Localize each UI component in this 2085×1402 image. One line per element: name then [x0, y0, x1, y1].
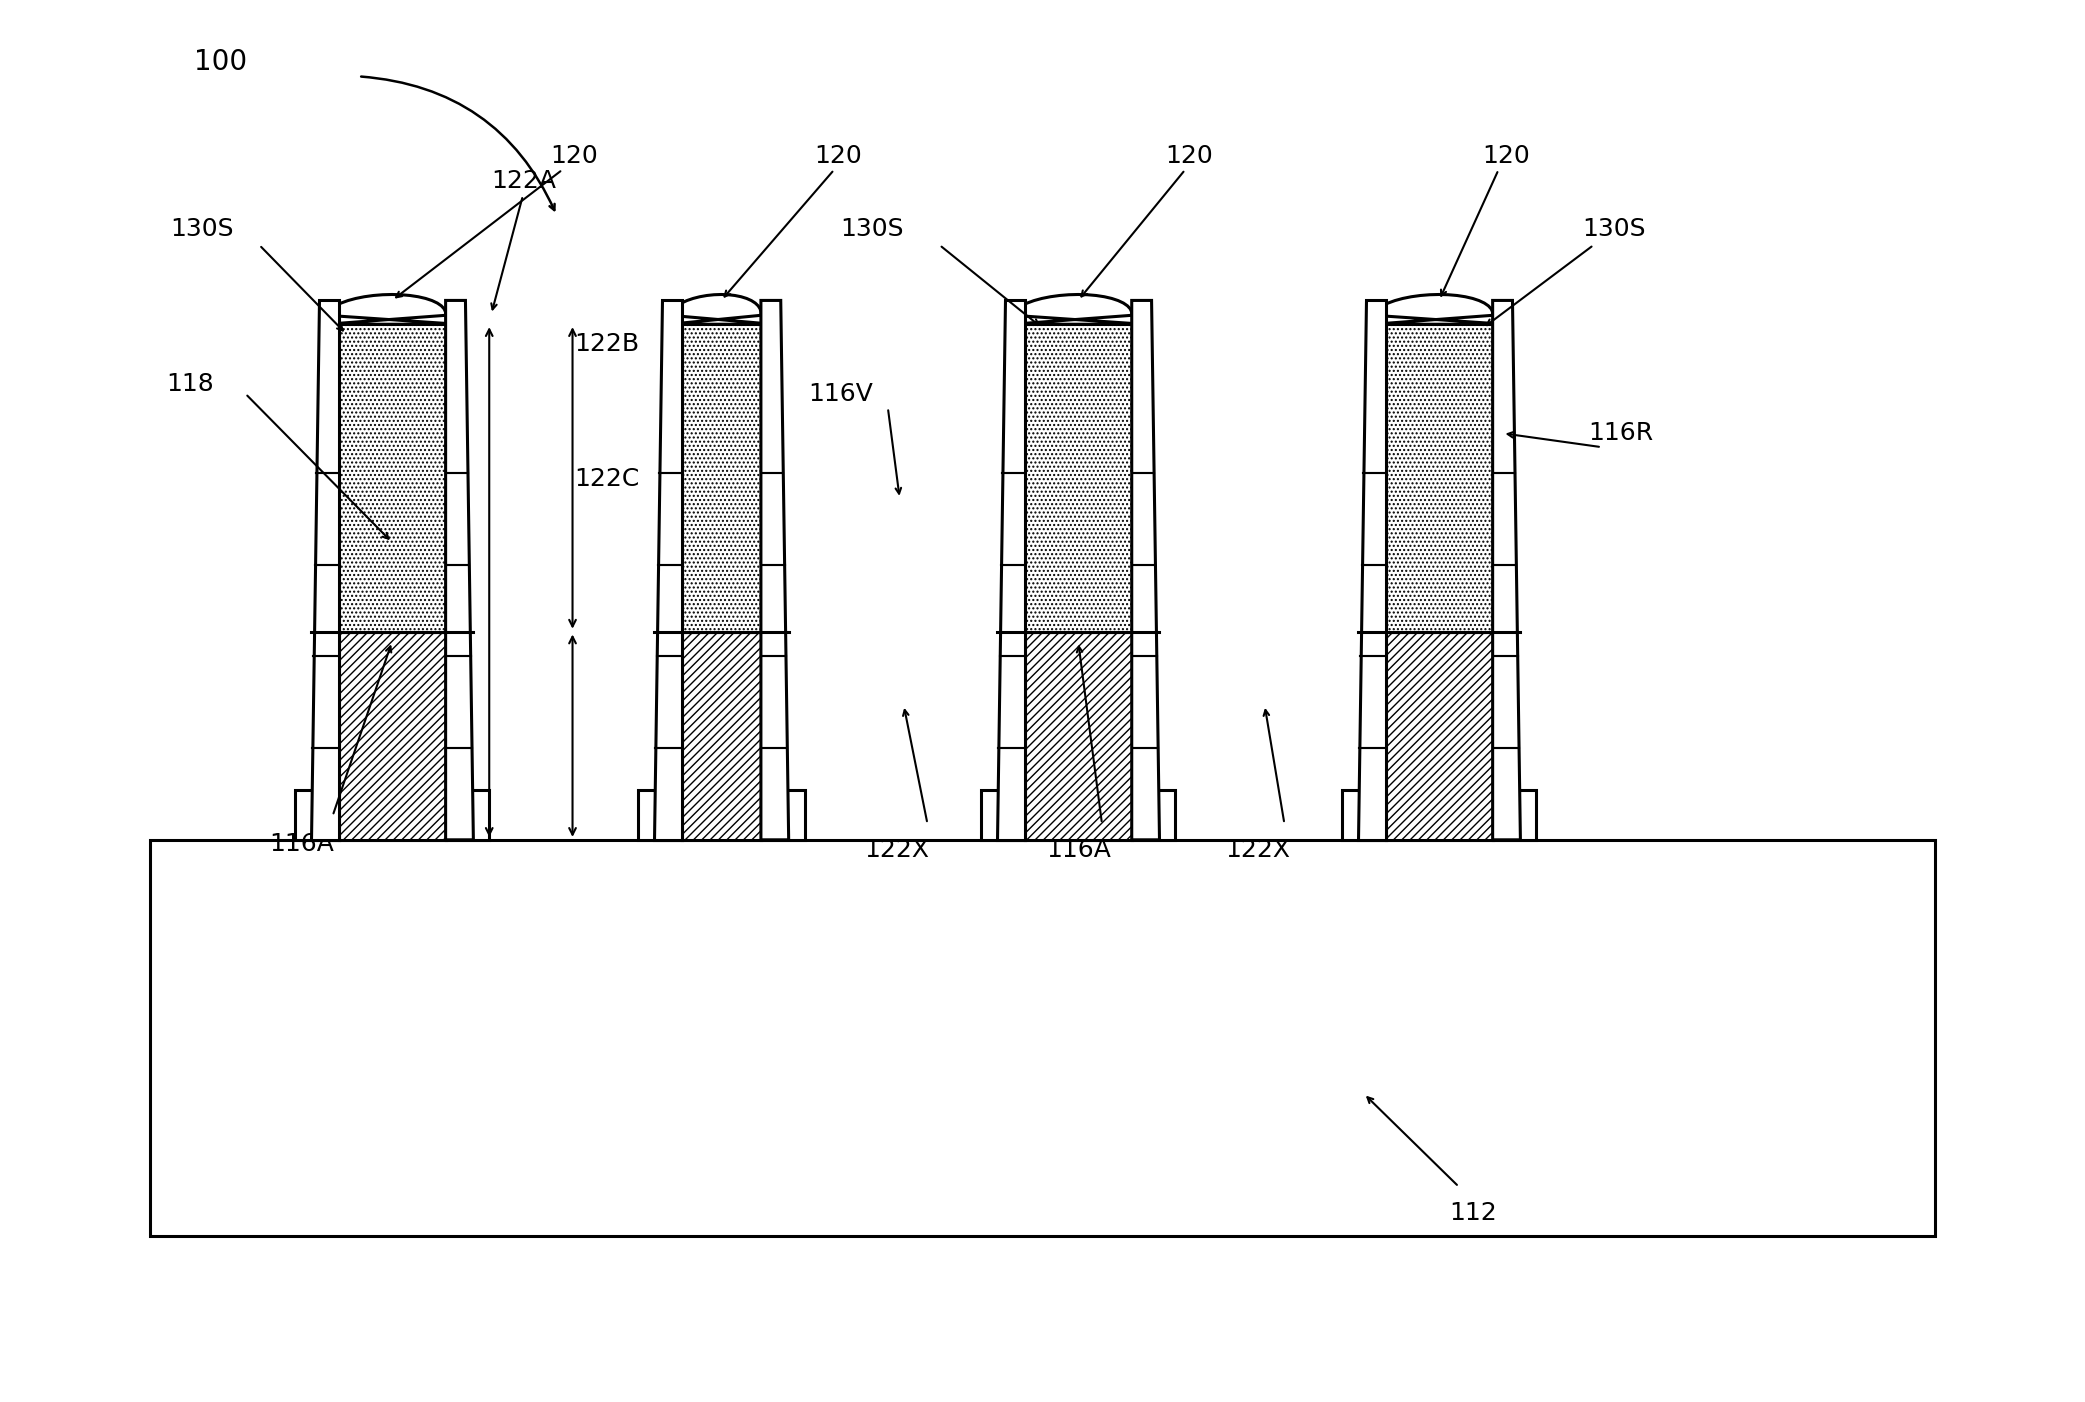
Text: 122A: 122A	[492, 170, 557, 193]
Bar	[1024, 631, 1132, 840]
Polygon shape	[761, 300, 788, 840]
Polygon shape	[655, 300, 682, 840]
Bar	[294, 791, 338, 840]
Bar	[150, 840, 1935, 1237]
Polygon shape	[311, 300, 338, 840]
Polygon shape	[997, 300, 1024, 840]
Text: 130S: 130S	[840, 217, 903, 241]
Bar	[1024, 324, 1132, 631]
Bar	[1493, 791, 1537, 840]
Text: 130S: 130S	[1583, 217, 1645, 241]
Bar	[761, 791, 805, 840]
Text: 120: 120	[550, 143, 598, 168]
Bar	[638, 791, 682, 840]
Text: 116A: 116A	[1047, 838, 1111, 862]
Text: 120: 120	[1482, 143, 1530, 168]
Polygon shape	[669, 294, 774, 324]
Bar	[338, 631, 446, 840]
Text: 112: 112	[1449, 1200, 1497, 1224]
Bar	[1343, 791, 1387, 840]
Bar	[1387, 631, 1493, 840]
Polygon shape	[1374, 294, 1505, 324]
Text: 116A: 116A	[269, 831, 334, 855]
Bar	[1132, 791, 1176, 840]
Polygon shape	[1132, 300, 1159, 840]
Text: 120: 120	[815, 143, 863, 168]
Polygon shape	[1013, 294, 1145, 324]
Text: 100: 100	[194, 49, 246, 77]
Bar	[446, 791, 490, 840]
Text: 122B: 122B	[575, 332, 640, 356]
Polygon shape	[446, 300, 473, 840]
Bar	[682, 631, 761, 840]
Polygon shape	[1493, 300, 1520, 840]
Text: 122X: 122X	[863, 838, 930, 862]
Text: 122C: 122C	[575, 467, 640, 491]
Bar	[338, 324, 446, 631]
Text: 120: 120	[1166, 143, 1213, 168]
Text: 116V: 116V	[809, 381, 874, 405]
Text: 118: 118	[167, 372, 215, 395]
Bar	[682, 324, 761, 631]
Text: 130S: 130S	[171, 217, 234, 241]
Text: 116R: 116R	[1589, 421, 1653, 446]
Polygon shape	[1357, 300, 1387, 840]
Bar	[982, 791, 1024, 840]
Polygon shape	[327, 294, 457, 324]
Bar	[1387, 324, 1493, 631]
Text: 122X: 122X	[1224, 838, 1291, 862]
